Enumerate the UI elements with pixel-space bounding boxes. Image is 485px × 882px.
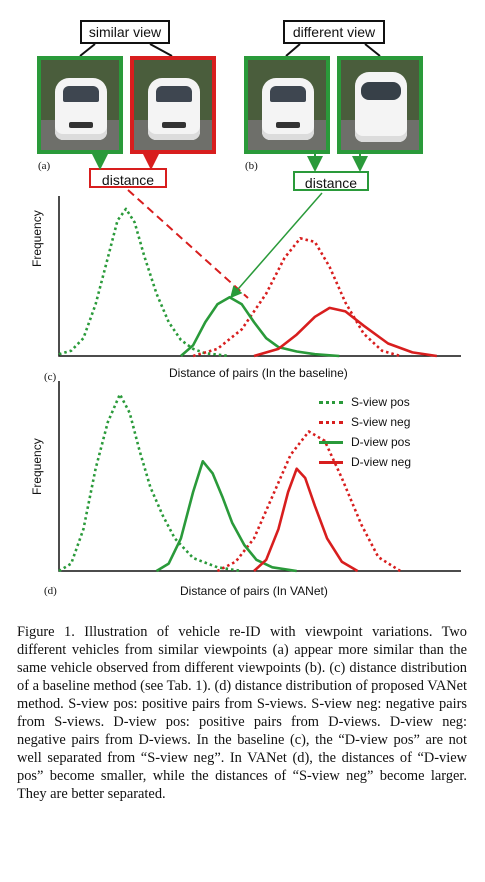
series-line-d-view-pos [180, 295, 340, 358]
series-line-s-view-pos [58, 207, 230, 358]
distance-box-a: distance [89, 168, 167, 188]
vehicle-photo-b2 [337, 56, 423, 154]
chart-d-xlabel: Distance of pairs (In VANet) [180, 584, 328, 598]
vehicle-photo-a2 [130, 56, 216, 154]
figure-caption: Figure 1. Illustration of vehicle re-ID … [17, 624, 467, 802]
legend-label-s-view-pos: S-view pos [351, 395, 410, 409]
legend-label-d-view-pos: D-view pos [351, 435, 411, 449]
series-line-d-view-neg [253, 467, 359, 573]
legend-swatch-d-view-neg [319, 460, 343, 464]
legend-label-s-view-neg: S-view neg [351, 415, 411, 429]
legend-item-s-view-neg: S-view neg [319, 412, 411, 432]
chart-c-xlabel: Distance of pairs (In the baseline) [169, 366, 348, 380]
vehicle-photo-b1 [244, 56, 330, 154]
subfigure-b-label: (b) [245, 160, 258, 172]
series-line-s-view-neg [216, 430, 401, 573]
legend-swatch-s-view-pos [319, 400, 343, 404]
legend-label-d-view-neg: D-view neg [351, 455, 412, 469]
vehicle-photo-a1 [37, 56, 123, 154]
series-line-s-view-neg [192, 237, 401, 358]
legend-item-d-view-pos: D-view pos [319, 432, 411, 452]
series-line-s-view-pos [58, 393, 242, 573]
arrows-overlay [92, 154, 368, 299]
series-line-d-view-neg [253, 306, 437, 358]
legend-item-s-view-pos: S-view pos [319, 392, 411, 412]
subfigure-d-label: (d) [44, 585, 57, 597]
legend-swatch-d-view-pos [319, 440, 343, 444]
legend-swatch-s-view-neg [319, 420, 343, 424]
distance-box-b: distance [293, 171, 369, 191]
chart-d-ylabel: Frequency [30, 438, 44, 495]
chart-c [58, 196, 461, 358]
label-connectors [79, 43, 381, 57]
chart-d [58, 381, 461, 573]
subfigure-a-label: (a) [38, 160, 51, 172]
series-line-d-view-pos [155, 460, 297, 573]
chart-legend: S-view pos S-view neg D-view pos D-view … [319, 392, 411, 472]
different-view-label: different view [283, 20, 385, 44]
chart-axes [58, 381, 461, 572]
subfigure-c-label: (c) [44, 371, 57, 383]
chart-c-ylabel: Frequency [30, 210, 44, 267]
legend-item-d-view-neg: D-view neg [319, 452, 411, 472]
similar-view-label: similar view [80, 20, 170, 44]
